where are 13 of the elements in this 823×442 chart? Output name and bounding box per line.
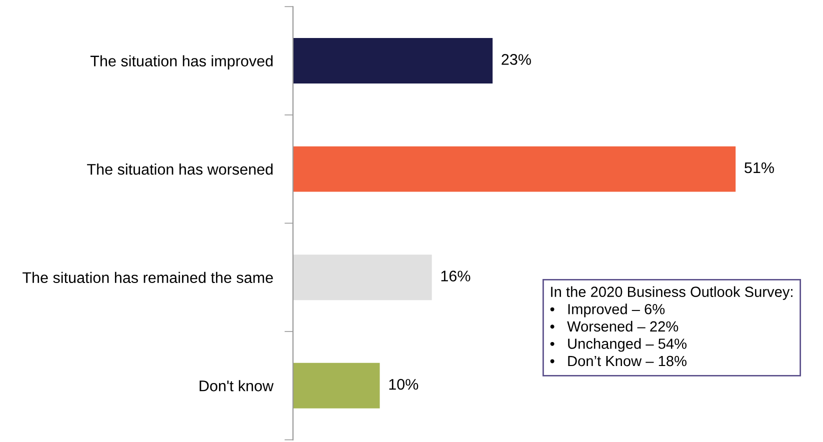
annotation: In the 2020 Business Outlook Survey: • Improved – 6% • Worsened – 22% • Unchanged – 54% • Don’t Know – 18% [550, 286, 792, 366]
data-label: 51% [744, 162, 774, 174]
y-tick-label: The situation has improved [90, 55, 273, 70]
y-tick-label: Don't know [200, 380, 274, 392]
y-tick-label: The situation has remained the same [22, 272, 273, 284]
data-label: 10% [389, 378, 418, 390]
bar [292, 146, 736, 192]
data-label: 23% [502, 54, 531, 65]
bar [292, 254, 432, 300]
bar [292, 362, 380, 408]
bar [292, 38, 493, 84]
y-tick-label: The situation has worsened [87, 164, 273, 175]
data-label: 16% [441, 270, 470, 282]
